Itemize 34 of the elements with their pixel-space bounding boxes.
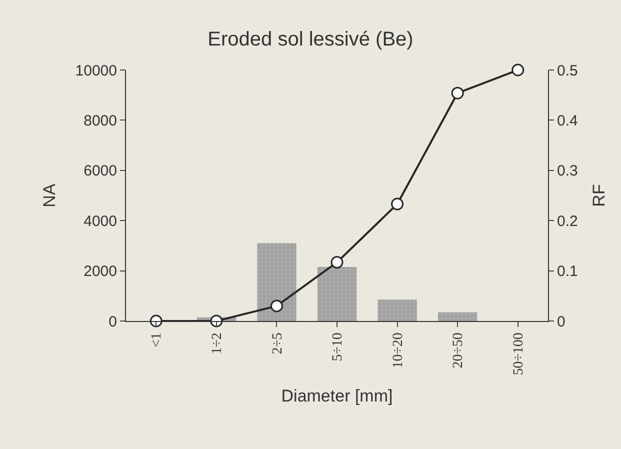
y2-tick-label: 0.4 — [557, 112, 578, 130]
y-tick-label: 2000 — [84, 263, 117, 280]
bar — [438, 312, 478, 321]
point — [210, 314, 223, 328]
y-tick-label: 8000 — [84, 112, 117, 130]
y2-axis-title: RF — [589, 184, 608, 207]
x-tick-label: <1 — [150, 332, 165, 348]
y2-tick-label: 0.3 — [557, 162, 578, 180]
x-tick-label: 20÷50 — [451, 332, 466, 368]
y2-tick-label: 0 — [557, 313, 566, 330]
point — [451, 86, 464, 100]
y-tick-label: 0 — [108, 313, 117, 330]
x-tick-label: 2÷5 — [270, 332, 286, 354]
y-tick-label: 6000 — [84, 162, 117, 180]
bar — [317, 267, 357, 321]
x-tick-label: 5÷10 — [330, 332, 346, 362]
point — [330, 256, 344, 269]
x-tick-label: 1÷2 — [210, 332, 225, 354]
y2-tick-label: 0.1 — [557, 263, 578, 280]
x-axis-title: Diameter [mm] — [281, 386, 393, 406]
y2-tick-label: 0.2 — [557, 212, 578, 230]
chart-title: Eroded sol lessivé (Be) — [208, 28, 414, 50]
x-tick-label: 50÷100 — [511, 332, 526, 376]
point — [391, 198, 404, 210]
bar — [378, 300, 417, 321]
y-tick-label: 10000 — [75, 62, 117, 80]
y2-tick-label: 0.5 — [557, 62, 578, 80]
y-tick-label: 4000 — [84, 212, 117, 230]
point — [512, 64, 524, 76]
point — [150, 314, 162, 328]
bar — [257, 243, 296, 321]
x-tick-label: 10÷20 — [390, 332, 406, 368]
point — [270, 300, 283, 312]
y-axis-title: NA — [40, 183, 59, 208]
